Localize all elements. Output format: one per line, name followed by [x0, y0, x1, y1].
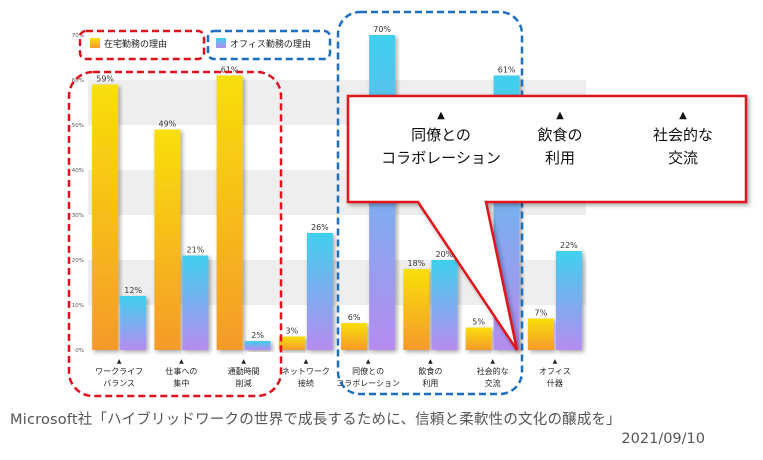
- bar-value-label: 20%: [435, 250, 453, 259]
- bar-office: [306, 233, 333, 350]
- callout-item-label: 飲食の利用: [537, 126, 582, 167]
- x-tick-marker: ▲: [553, 358, 558, 365]
- callout-marker: ▲: [437, 110, 445, 121]
- source-date: 2021/09/10: [621, 431, 705, 447]
- legend-swatch-office: [216, 38, 226, 48]
- callout-shape: [346, 94, 748, 351]
- x-tick-label: ネットワーク接続: [282, 367, 330, 388]
- x-tick-marker: ▲: [179, 358, 184, 365]
- x-tick-marker: ▲: [304, 358, 309, 365]
- bar-value-label: 59%: [96, 75, 114, 84]
- bar-value-label: 12%: [124, 286, 142, 295]
- x-tick-marker: ▲: [241, 358, 246, 365]
- bar-value-label: 2%: [251, 331, 264, 340]
- x-tick-marker: ▲: [428, 358, 433, 365]
- bar-value-label: 3%: [286, 327, 299, 336]
- callout-box: ▲ 同僚とのコラボレーション ▲ 飲食の利用 ▲ 社会的な交流: [346, 94, 748, 351]
- legend-label-home: 在宅勤務の理由: [104, 38, 167, 50]
- bar-home: [216, 75, 243, 350]
- y-axis-ticks: 0% 10% 20% 30% 40% 50% 60% 70%: [72, 33, 84, 354]
- x-tick-marker: ▲: [490, 358, 495, 365]
- bar-value-label: 26%: [311, 223, 329, 232]
- bar-office: [244, 341, 271, 350]
- y-tick-label: 10%: [72, 303, 84, 309]
- x-tick-label: 社会的な交流: [477, 366, 509, 388]
- y-tick-label: 60%: [72, 78, 84, 84]
- bar-home: [341, 323, 368, 350]
- bar-value-label: 61%: [221, 66, 239, 75]
- bar-home: [92, 84, 119, 350]
- bar-value-label: 70%: [373, 25, 391, 34]
- x-tick-label: 飲食の利用: [418, 366, 442, 388]
- bar-value-label: 7%: [535, 309, 548, 318]
- bar-value-labels: 59% 12% 49% 21% 61% 2% 3% 26% 6% 70% 18% 20% 5% 61% 7%…: [96, 25, 578, 340]
- legend-home-highlight: [78, 29, 206, 61]
- bar-value-label: 6%: [348, 313, 361, 322]
- bar-office: [120, 296, 147, 350]
- bar-home: [527, 318, 554, 350]
- y-tick-label: 30%: [72, 213, 84, 219]
- y-tick-label: 0%: [75, 348, 84, 354]
- bar-value-label: 61%: [498, 66, 516, 75]
- bar-home: [465, 327, 492, 350]
- bar-office: [182, 255, 209, 350]
- x-tick-marker: ▲: [117, 358, 122, 365]
- bar-value-label: 18%: [407, 259, 425, 268]
- bar-value-label: 5%: [472, 318, 485, 327]
- callout-marker: ▲: [556, 110, 564, 121]
- legend: 在宅勤務の理由 オフィス勤務の理由: [90, 38, 311, 50]
- x-axis-labels: ▲ワークライフバランス▲仕事への集中▲通勤時間削減▲ネットワーク接続▲同僚とのコ…: [95, 358, 571, 388]
- x-tick-label: 通勤時間削減: [228, 366, 260, 388]
- y-tick-label: 70%: [72, 33, 84, 39]
- y-tick-label: 20%: [72, 258, 84, 264]
- bar-home: [154, 129, 181, 350]
- x-tick-marker: ▲: [366, 358, 371, 365]
- callout-item-label: 同僚とのコラボレーション: [381, 126, 501, 167]
- home-reasons-highlight: [67, 70, 283, 398]
- y-tick-label: 40%: [72, 168, 84, 174]
- source-citation: Microsoft社「ハイブリッドワークの世界で成長するために、信頼と柔軟性の文…: [10, 412, 621, 428]
- bar-value-label: 21%: [186, 246, 204, 255]
- callout-marker: ▲: [679, 110, 687, 121]
- x-tick-label: ワークライフバランス: [95, 367, 143, 388]
- bar-home: [278, 336, 305, 350]
- x-tick-label: 同僚とのコラボレーション: [336, 366, 400, 388]
- legend-office-highlight: [206, 29, 332, 61]
- x-tick-label: 仕事への集中: [165, 366, 197, 388]
- y-tick-label: 50%: [72, 123, 84, 129]
- bar-office: [555, 251, 582, 350]
- callout-item-label: 社会的な交流: [653, 126, 713, 167]
- legend-label-office: オフィス勤務の理由: [230, 38, 311, 50]
- bar-value-label: 49%: [158, 120, 176, 129]
- bar-office: [431, 260, 458, 350]
- bar-home: [403, 269, 430, 350]
- legend-swatch-home: [90, 38, 100, 48]
- bar-value-label: 22%: [560, 241, 578, 250]
- x-tick-label: オフィス什器: [539, 367, 571, 388]
